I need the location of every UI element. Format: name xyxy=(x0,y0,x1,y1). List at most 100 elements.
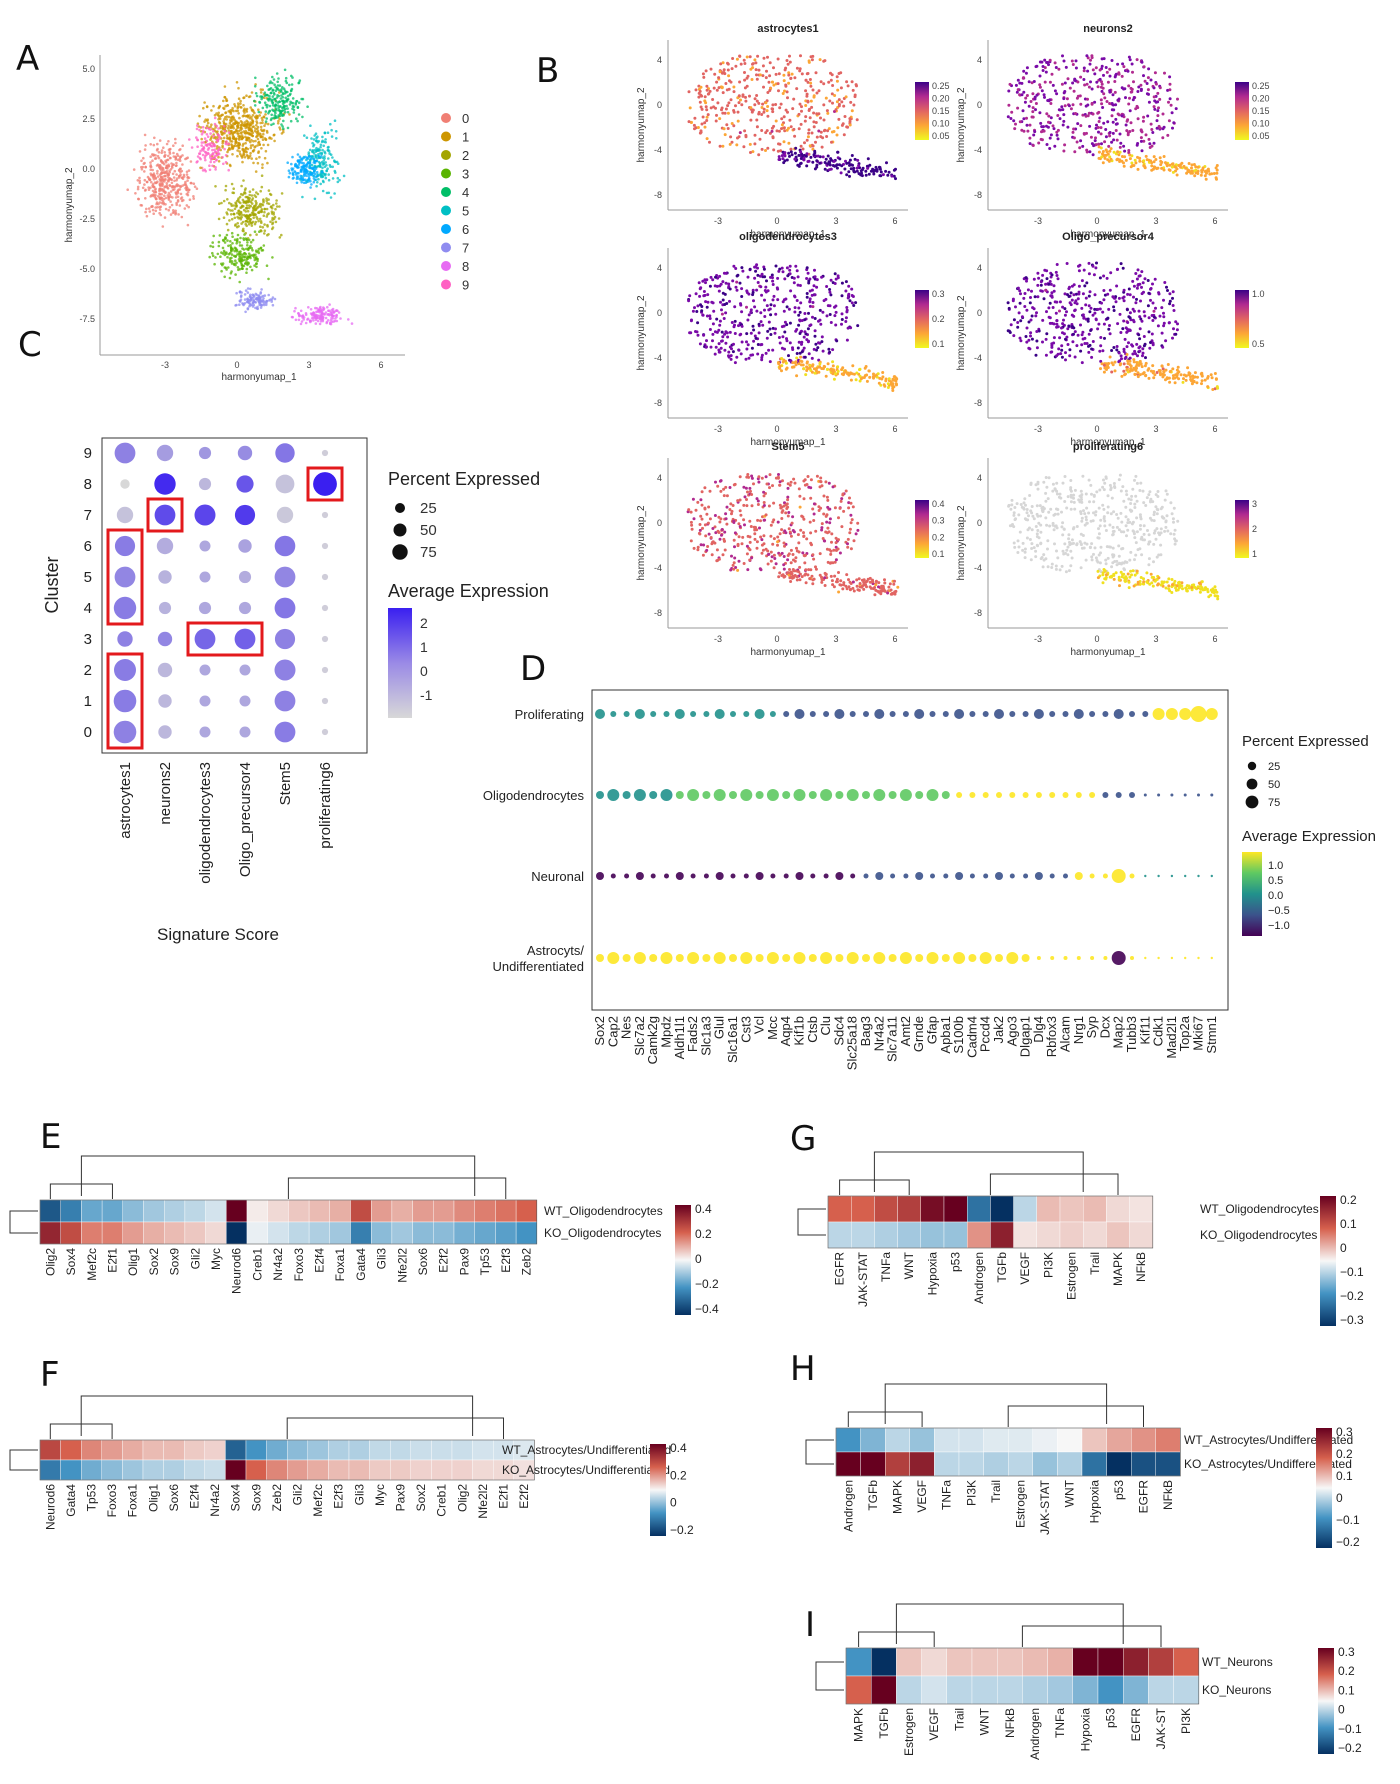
feature-point xyxy=(825,314,829,318)
umap-point xyxy=(246,209,250,213)
feature-point xyxy=(1105,276,1109,280)
feature-point xyxy=(804,373,808,377)
umap-point xyxy=(247,206,251,210)
feature-point xyxy=(812,153,816,157)
feature-point xyxy=(1168,75,1172,79)
umap-point xyxy=(184,180,187,184)
feature-point xyxy=(1140,365,1144,369)
feature-point xyxy=(1033,97,1037,101)
feature-point xyxy=(1152,376,1156,380)
umap-point xyxy=(147,188,151,191)
feature-point xyxy=(1094,66,1098,70)
feature-point xyxy=(1107,144,1111,148)
feature-point xyxy=(783,320,787,324)
feature-point xyxy=(710,300,714,304)
feature-point xyxy=(777,155,781,159)
feature-point xyxy=(807,128,811,132)
umap-point xyxy=(310,172,314,176)
feature-point xyxy=(1087,344,1090,348)
umap-point xyxy=(216,252,220,256)
umap-point xyxy=(240,154,243,157)
umap-point xyxy=(240,267,244,271)
feature-point xyxy=(717,328,721,332)
umap-point xyxy=(249,106,252,109)
feature-point xyxy=(1096,85,1100,89)
umap-point xyxy=(204,169,207,173)
umap-point xyxy=(252,213,255,216)
feature-point xyxy=(727,74,731,78)
feature-point xyxy=(745,347,749,351)
umap-point xyxy=(320,170,324,174)
umap-point xyxy=(212,130,215,133)
feature-point xyxy=(1021,109,1025,113)
umap-point xyxy=(329,153,333,156)
feature-point xyxy=(1170,165,1174,169)
feature-point xyxy=(704,300,708,304)
feature-point xyxy=(705,345,708,349)
umap-point xyxy=(255,250,258,254)
feature-point xyxy=(783,89,786,93)
feature-point xyxy=(810,364,814,368)
feature-point xyxy=(728,486,732,489)
feature-point xyxy=(832,377,836,381)
feature-point xyxy=(839,86,843,90)
feature-point xyxy=(1030,337,1034,341)
umap-point xyxy=(244,187,247,190)
feature-point xyxy=(831,360,835,364)
feature-point xyxy=(765,69,768,73)
umap-point xyxy=(329,310,333,314)
feature-point xyxy=(792,127,796,131)
umap-point xyxy=(240,264,244,267)
feature-point xyxy=(768,327,772,331)
feature-point xyxy=(1100,64,1104,68)
umap-point xyxy=(280,123,283,126)
umap-point xyxy=(246,136,249,139)
feature-point xyxy=(1165,162,1169,166)
umap-point xyxy=(247,198,250,201)
feature-point xyxy=(813,268,816,272)
feature-point xyxy=(785,266,789,270)
feature-point xyxy=(715,113,718,117)
feature-point xyxy=(1196,375,1199,379)
feature-point xyxy=(769,313,773,317)
feature-point xyxy=(864,173,868,177)
umap-point xyxy=(143,183,146,186)
umap-point xyxy=(276,87,279,90)
umap-point xyxy=(168,150,171,154)
feature-point xyxy=(1121,62,1125,66)
umap-point xyxy=(151,159,154,162)
legend-swatch-3 xyxy=(441,168,451,179)
feature-point xyxy=(739,352,743,356)
feature-point xyxy=(745,55,749,59)
feature-point xyxy=(1044,70,1048,74)
umap-point xyxy=(239,261,243,265)
feature-point xyxy=(1030,314,1034,318)
umap-point xyxy=(271,303,275,307)
feature-point xyxy=(1166,289,1169,292)
feature-point xyxy=(1179,165,1183,169)
feature-point xyxy=(698,89,702,93)
umap-point xyxy=(171,196,174,199)
umap-point xyxy=(259,220,263,223)
umap-point xyxy=(244,252,248,256)
feature-point xyxy=(813,317,817,320)
feature-point xyxy=(786,274,790,278)
feature-point xyxy=(717,289,721,293)
feature-point xyxy=(825,285,829,288)
feature-point xyxy=(1102,370,1106,374)
feature-point xyxy=(1062,91,1066,95)
umap-point xyxy=(217,217,221,221)
feature-point xyxy=(1117,97,1121,101)
umap-point xyxy=(261,163,264,166)
feature-point xyxy=(1113,75,1117,79)
umap-point xyxy=(238,143,242,146)
feature-point xyxy=(1136,90,1140,93)
feature-point xyxy=(1099,98,1103,102)
umap-point xyxy=(328,163,332,167)
umap-point xyxy=(216,145,219,148)
feature-point xyxy=(693,306,696,310)
feature-point xyxy=(1014,83,1018,87)
feature-point xyxy=(806,99,810,103)
feature-point xyxy=(1119,331,1123,334)
feature-point xyxy=(774,264,778,268)
